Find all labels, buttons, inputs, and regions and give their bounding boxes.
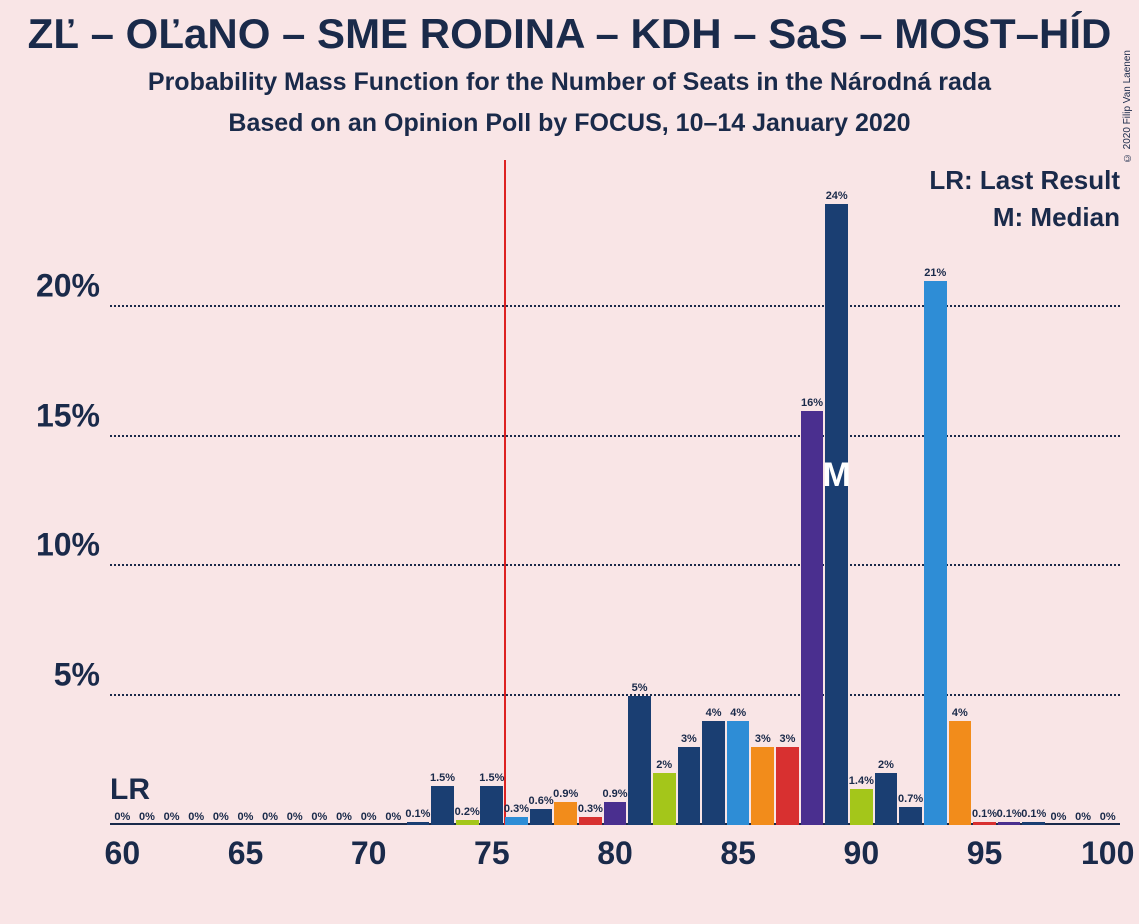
chart-area: LR: Last Result M: Median LR 5%10%15%20%… <box>110 165 1120 825</box>
bar-value-label: 0% <box>287 811 303 823</box>
legend: LR: Last Result M: Median <box>929 165 1120 239</box>
bar-value-label: 24% <box>826 190 848 202</box>
bar: 0.7% <box>899 807 922 825</box>
bar-value-label: 4% <box>706 707 722 719</box>
chart-subtitle-2: Based on an Opinion Poll by FOCUS, 10–14… <box>0 97 1139 138</box>
bar-value-label: 4% <box>952 707 968 719</box>
bar: 0.6% <box>530 809 553 825</box>
x-tick-label: 80 <box>597 835 633 872</box>
x-tick-label: 60 <box>105 835 141 872</box>
y-tick-label: 15% <box>36 397 100 434</box>
bar: 1.5% <box>480 786 503 825</box>
bar-value-label: 0.1% <box>1021 808 1046 820</box>
bar: 3% <box>751 747 774 825</box>
bar-value-label: 0.1% <box>997 808 1022 820</box>
bar: 0.1% <box>973 822 996 825</box>
bar-value-label: 1.4% <box>849 775 874 787</box>
bar: 0.9% <box>604 802 627 825</box>
bar: 24% <box>825 204 848 825</box>
bar-value-label: 0% <box>311 811 327 823</box>
bar: 0.9% <box>554 802 577 825</box>
bar-value-label: 0.3% <box>578 803 603 815</box>
bar-value-label: 0% <box>1075 811 1091 823</box>
bar: 21% <box>924 281 947 825</box>
gridline <box>110 435 1120 437</box>
bar-value-label: 21% <box>924 267 946 279</box>
bar-value-label: 0% <box>114 811 130 823</box>
bar: 1.5% <box>431 786 454 825</box>
bar-value-label: 0.6% <box>529 795 554 807</box>
lr-vertical-line <box>504 160 506 825</box>
bar: 2% <box>875 773 898 825</box>
gridline <box>110 305 1120 307</box>
bar-value-label: 0% <box>238 811 254 823</box>
bar-value-label: 0% <box>1050 811 1066 823</box>
bar-value-label: 5% <box>632 682 648 694</box>
x-tick-label: 95 <box>967 835 1003 872</box>
bar-value-label: 0.2% <box>455 806 480 818</box>
x-tick-label: 90 <box>844 835 880 872</box>
y-tick-label: 5% <box>54 656 100 693</box>
bar: 1.4% <box>850 789 873 825</box>
gridline <box>110 564 1120 566</box>
bar-value-label: 0.3% <box>504 803 529 815</box>
bar: 4% <box>949 721 972 825</box>
bar: 3% <box>776 747 799 825</box>
bar-value-label: 2% <box>878 759 894 771</box>
lr-marker-label: LR <box>110 773 150 807</box>
bar-value-label: 0% <box>262 811 278 823</box>
y-tick-label: 20% <box>36 268 100 305</box>
bar-value-label: 0% <box>164 811 180 823</box>
chart-subtitle-1: Probability Mass Function for the Number… <box>0 58 1139 97</box>
bar-value-label: 4% <box>730 707 746 719</box>
bar: 5% <box>628 696 651 825</box>
x-tick-label: 85 <box>720 835 756 872</box>
bar: 0.1% <box>998 822 1021 825</box>
bar: 4% <box>702 721 725 825</box>
bar-value-label: 0% <box>361 811 377 823</box>
bar-value-label: 3% <box>779 733 795 745</box>
x-tick-label: 100 <box>1081 835 1134 872</box>
bar: 0.3% <box>579 817 602 825</box>
y-tick-label: 10% <box>36 527 100 564</box>
bar-value-label: 3% <box>681 733 697 745</box>
bar: 16% <box>801 411 824 825</box>
bar: 0.3% <box>505 817 528 825</box>
bar-value-label: 2% <box>656 759 672 771</box>
bar: 4% <box>727 721 750 825</box>
x-tick-label: 70 <box>351 835 387 872</box>
bar-value-label: 1.5% <box>430 772 455 784</box>
bar: 0.1% <box>407 822 430 825</box>
bar: 2% <box>653 773 676 825</box>
gridline <box>110 694 1120 696</box>
copyright: © 2020 Filip Van Laenen <box>1122 50 1133 163</box>
bar-value-label: 0% <box>213 811 229 823</box>
bar-value-label: 0% <box>385 811 401 823</box>
bar-value-label: 0.1% <box>972 808 997 820</box>
bar-value-label: 0% <box>1100 811 1116 823</box>
bar-value-label: 0.9% <box>553 788 578 800</box>
bar-value-label: 3% <box>755 733 771 745</box>
x-tick-label: 65 <box>228 835 264 872</box>
bar-value-label: 0% <box>139 811 155 823</box>
legend-lr: LR: Last Result <box>929 165 1120 196</box>
bar: 0.1% <box>1022 822 1045 825</box>
bar-value-label: 1.5% <box>479 772 504 784</box>
legend-m: M: Median <box>929 202 1120 233</box>
bar-value-label: 0% <box>336 811 352 823</box>
bar: 3% <box>678 747 701 825</box>
bar: 0.2% <box>456 820 479 825</box>
bar-value-label: 0.7% <box>898 793 923 805</box>
x-tick-label: 75 <box>474 835 510 872</box>
bar-value-label: 0% <box>188 811 204 823</box>
chart-title: ZĽ – OĽaNO – SME RODINA – KDH – SaS – MO… <box>0 0 1139 58</box>
bar-value-label: 0.9% <box>602 788 627 800</box>
bar-value-label: 16% <box>801 397 823 409</box>
bar-value-label: 0.1% <box>405 808 430 820</box>
